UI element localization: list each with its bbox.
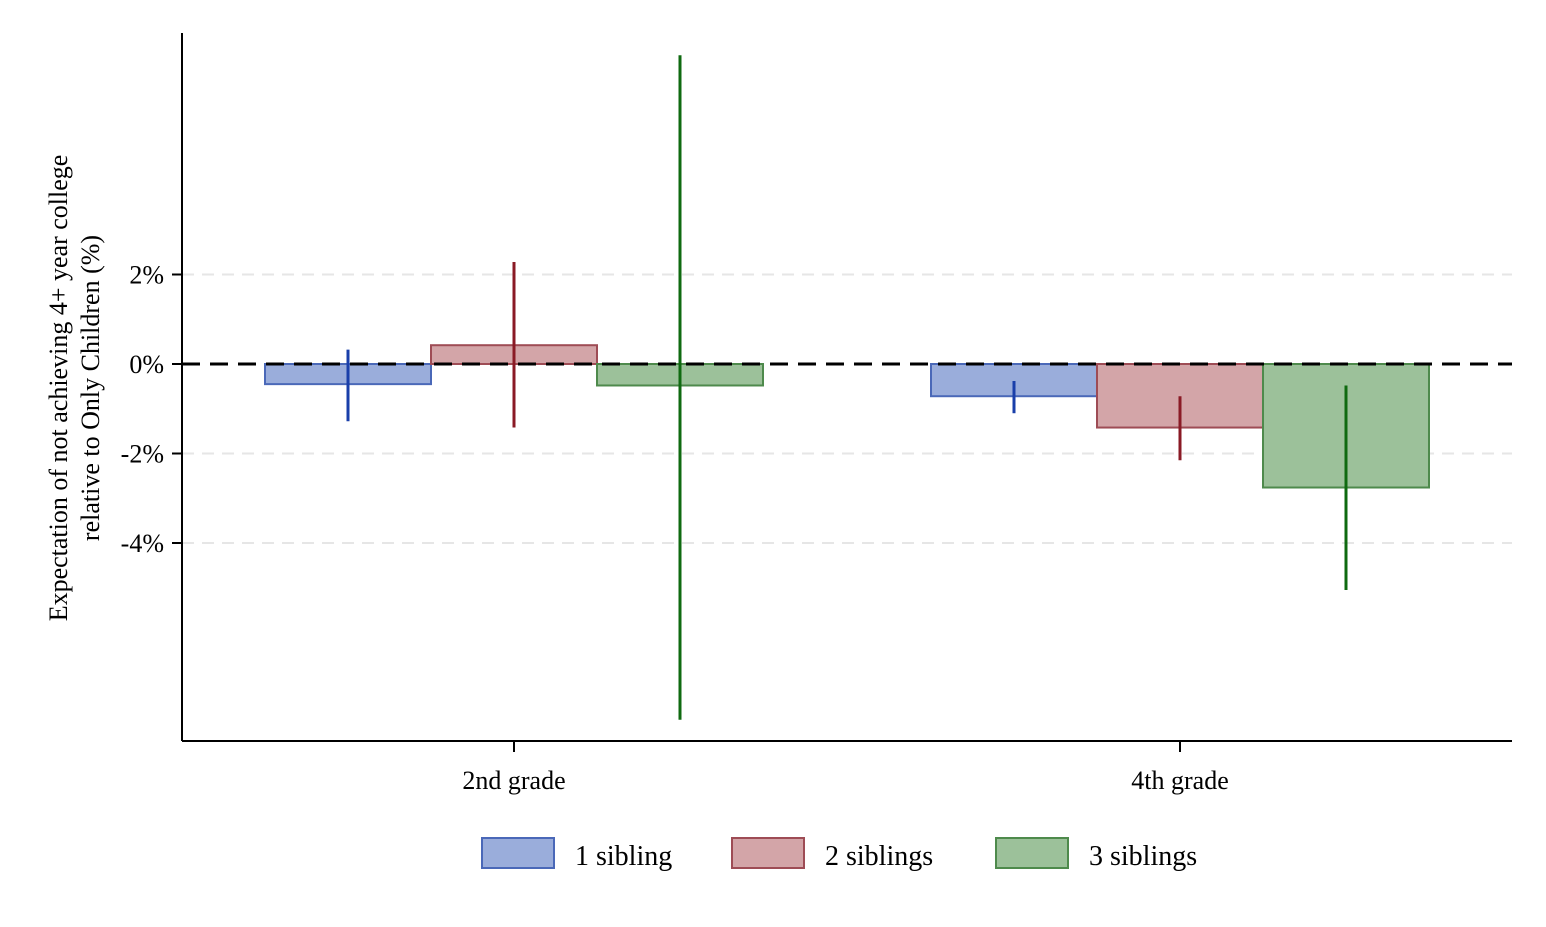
legend-swatch <box>481 837 555 869</box>
legend-label: 3 siblings <box>1089 841 1197 872</box>
legend-item: 3 siblings <box>995 837 1197 872</box>
y-axis-title-line1: Expectation of not achieving 4+ year col… <box>44 155 73 622</box>
y-tick-label: -2% <box>121 440 164 469</box>
y-axis-title: Expectation of not achieving 4+ year col… <box>44 155 105 622</box>
legend-label: 2 siblings <box>825 841 933 872</box>
x-tick-label: 2nd grade <box>462 766 565 795</box>
x-ticks: 2nd grade 4th grade <box>462 741 1229 795</box>
legend-item: 2 siblings <box>731 837 933 872</box>
y-axis-title-line2: relative to Only Children (%) <box>76 235 105 541</box>
confidence-intervals <box>346 55 1348 720</box>
legend-item: 1 sibling <box>481 837 672 872</box>
legend-swatch <box>731 837 805 869</box>
legend: 1 sibling 2 siblings 3 siblings <box>481 837 1197 872</box>
y-tick-label: 2% <box>129 261 164 290</box>
x-tick-label: 4th grade <box>1131 766 1228 795</box>
legend-swatch <box>995 837 1069 869</box>
y-ticks: 2% 0% -2% -4% <box>121 261 182 558</box>
y-tick-label: -4% <box>121 529 164 558</box>
bars <box>264 344 1430 489</box>
axes <box>181 33 1512 742</box>
legend-label: 1 sibling <box>575 841 672 872</box>
y-tick-label: 0% <box>129 350 164 379</box>
